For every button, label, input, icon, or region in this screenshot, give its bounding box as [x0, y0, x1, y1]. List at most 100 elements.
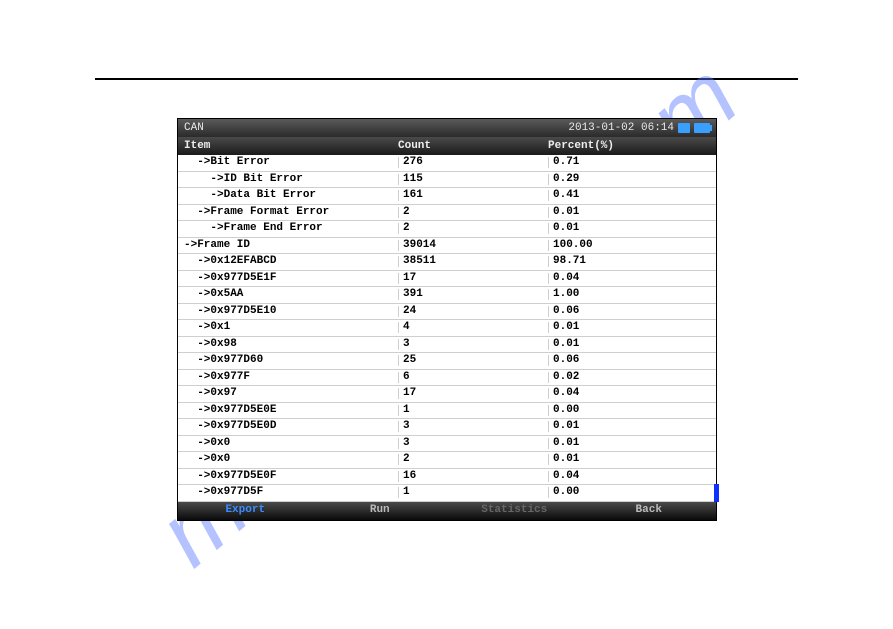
cell-percent: 0.01: [548, 223, 716, 234]
table-row[interactable]: ->0x12EFABCD3851198.71: [178, 254, 716, 271]
statistics-button: Statistics: [447, 505, 582, 516]
cell-percent: 0.06: [548, 306, 716, 317]
table-row[interactable]: ->0x977D5E0E10.00: [178, 403, 716, 420]
export-button[interactable]: Export: [178, 505, 313, 516]
cell-count: 3: [398, 421, 548, 432]
horizontal-rule: [95, 78, 798, 80]
table-row[interactable]: ->0x977D60250.06: [178, 353, 716, 370]
cell-percent: 1.00: [548, 289, 716, 300]
cell-item: ->0x97: [178, 388, 398, 399]
cell-count: 24: [398, 306, 548, 317]
cell-item: ->0x977D5E1F: [178, 273, 398, 284]
battery-icon: [694, 123, 710, 133]
title-bar: CAN 2013-01-02 06:14: [178, 119, 716, 137]
window-title: CAN: [184, 123, 204, 134]
cell-percent: 0.02: [548, 372, 716, 383]
cell-count: 39014: [398, 240, 548, 251]
cell-item: ->Bit Error: [178, 157, 398, 168]
cell-item: ->Frame End Error: [178, 223, 398, 234]
cell-count: 391: [398, 289, 548, 300]
cell-percent: 100.00: [548, 240, 716, 251]
cell-percent: 0.01: [548, 322, 716, 333]
cell-count: 38511: [398, 256, 548, 267]
cell-item: ->0x977D60: [178, 355, 398, 366]
column-header-count: Count: [398, 141, 548, 152]
cell-item: ->0x977D5E10: [178, 306, 398, 317]
cell-count: 2: [398, 207, 548, 218]
cell-item: ->0x977D5E0F: [178, 471, 398, 482]
cell-percent: 0.00: [548, 405, 716, 416]
cell-percent: 0.01: [548, 207, 716, 218]
cell-item: ->Data Bit Error: [178, 190, 398, 201]
cell-count: 1: [398, 487, 548, 498]
cell-item: ->0x98: [178, 339, 398, 350]
cell-count: 2: [398, 223, 548, 234]
cell-count: 16: [398, 471, 548, 482]
table-row[interactable]: ->0x977D5E10240.06: [178, 304, 716, 321]
can-statistics-window: CAN 2013-01-02 06:14 Item Count Percent(…: [177, 118, 717, 521]
table-row[interactable]: ->0x977D5E0D30.01: [178, 419, 716, 436]
cell-count: 2: [398, 454, 548, 465]
cell-count: 3: [398, 339, 548, 350]
cell-item: ->0x0: [178, 454, 398, 465]
cell-percent: 0.01: [548, 454, 716, 465]
cell-count: 17: [398, 273, 548, 284]
table-row[interactable]: ->0x977D5F10.00: [178, 485, 716, 502]
cell-item: ->0x977D5E0E: [178, 405, 398, 416]
cell-item: ->0x5AA: [178, 289, 398, 300]
cell-count: 1: [398, 405, 548, 416]
cell-count: 4: [398, 322, 548, 333]
cell-percent: 0.41: [548, 190, 716, 201]
table-row[interactable]: ->0x030.01: [178, 436, 716, 453]
datetime-label: 2013-01-02 06:14: [568, 123, 674, 134]
table-row[interactable]: ->ID Bit Error1150.29: [178, 172, 716, 189]
table-row[interactable]: ->0x977F60.02: [178, 370, 716, 387]
table-row[interactable]: ->0x977D5E1F170.04: [178, 271, 716, 288]
run-button[interactable]: Run: [313, 505, 448, 516]
table-row[interactable]: ->0x020.01: [178, 452, 716, 469]
back-button[interactable]: Back: [582, 505, 717, 516]
scrollbar-thumb[interactable]: [714, 484, 719, 502]
cell-percent: 0.04: [548, 471, 716, 482]
cell-item: ->0x977D5E0D: [178, 421, 398, 432]
cell-percent: 0.01: [548, 438, 716, 449]
table-row[interactable]: ->0x140.01: [178, 320, 716, 337]
cell-count: 161: [398, 190, 548, 201]
cell-percent: 98.71: [548, 256, 716, 267]
table-row[interactable]: ->Frame End Error20.01: [178, 221, 716, 238]
storage-icon: [678, 123, 690, 133]
cell-percent: 0.29: [548, 174, 716, 185]
cell-count: 3: [398, 438, 548, 449]
cell-count: 6: [398, 372, 548, 383]
table-row[interactable]: ->0x977D5E0F160.04: [178, 469, 716, 486]
table-header-row: Item Count Percent(%): [178, 137, 716, 155]
table-row[interactable]: ->0x5AA3911.00: [178, 287, 716, 304]
table-row[interactable]: ->Data Bit Error1610.41: [178, 188, 716, 205]
cell-count: 276: [398, 157, 548, 168]
table-body: ->Bit Error2760.71 ->ID Bit Error1150.29…: [178, 155, 716, 502]
table-row[interactable]: ->0x97170.04: [178, 386, 716, 403]
cell-item: ->0x977F: [178, 372, 398, 383]
cell-percent: 0.04: [548, 273, 716, 284]
cell-item: ->Frame ID: [178, 240, 398, 251]
column-header-percent: Percent(%): [548, 141, 716, 152]
table-row[interactable]: ->Frame Format Error20.01: [178, 205, 716, 222]
cell-percent: 0.00: [548, 487, 716, 498]
cell-item: ->Frame Format Error: [178, 207, 398, 218]
cell-percent: 0.71: [548, 157, 716, 168]
cell-percent: 0.04: [548, 388, 716, 399]
cell-item: ->0x1: [178, 322, 398, 333]
cell-item: ->0x12EFABCD: [178, 256, 398, 267]
table-row[interactable]: ->Frame ID39014100.00: [178, 238, 716, 255]
cell-percent: 0.06: [548, 355, 716, 366]
footer-bar: Export Run Statistics Back: [178, 502, 716, 520]
table-row[interactable]: ->Bit Error2760.71: [178, 155, 716, 172]
cell-count: 115: [398, 174, 548, 185]
cell-count: 25: [398, 355, 548, 366]
cell-percent: 0.01: [548, 421, 716, 432]
cell-item: ->0x0: [178, 438, 398, 449]
table-row[interactable]: ->0x9830.01: [178, 337, 716, 354]
column-header-item: Item: [178, 141, 398, 152]
cell-item: ->ID Bit Error: [178, 174, 398, 185]
cell-item: ->0x977D5F: [178, 487, 398, 498]
